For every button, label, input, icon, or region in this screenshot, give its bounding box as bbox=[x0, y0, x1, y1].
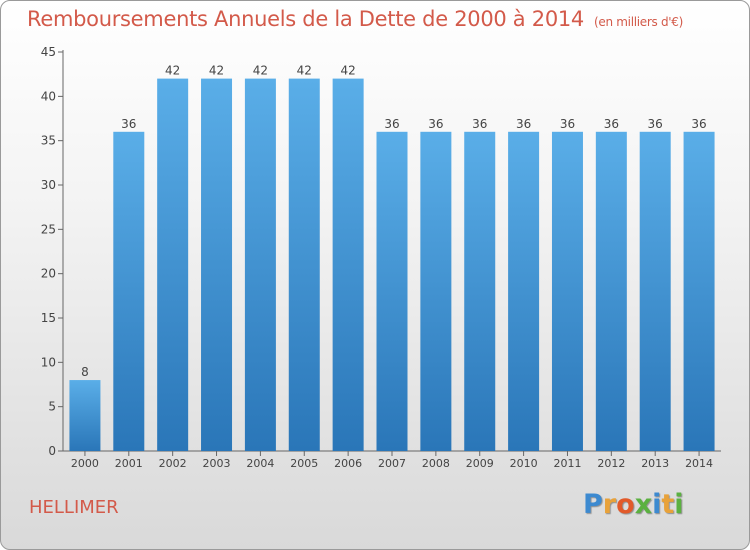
y-tick-label: 35 bbox=[41, 134, 56, 148]
bar bbox=[288, 78, 320, 451]
chart-title-text: Remboursements Annuels de la Dette de 20… bbox=[27, 7, 584, 31]
x-tick-label: 2009 bbox=[466, 457, 494, 470]
x-tick-label: 2007 bbox=[378, 457, 406, 470]
bar-value-label: 36 bbox=[516, 117, 531, 131]
y-tick-label: 10 bbox=[41, 355, 56, 369]
bar bbox=[69, 380, 101, 451]
bar-value-label: 42 bbox=[209, 64, 224, 78]
y-tick-label: 5 bbox=[48, 400, 56, 414]
x-tick-label: 2014 bbox=[685, 457, 713, 470]
x-tick-label: 2013 bbox=[641, 457, 669, 470]
y-tick-label: 15 bbox=[41, 311, 56, 325]
bar-value-label: 36 bbox=[428, 117, 443, 131]
bar bbox=[683, 131, 715, 452]
proxiti-logo: Proxiti bbox=[583, 489, 684, 520]
x-tick-label: 2008 bbox=[422, 457, 450, 470]
bar bbox=[244, 78, 276, 451]
x-tick-label: 2003 bbox=[203, 457, 231, 470]
logo-letter: P bbox=[583, 489, 603, 520]
y-tick-label: 0 bbox=[48, 444, 56, 458]
bar bbox=[113, 131, 145, 452]
bar-value-label: 36 bbox=[560, 117, 575, 131]
y-tick-label: 40 bbox=[41, 89, 56, 103]
logo-letter: i bbox=[674, 489, 684, 520]
chart-unit: (en milliers d'€) bbox=[594, 15, 684, 29]
bar-value-label: 36 bbox=[691, 117, 706, 131]
bar bbox=[376, 131, 408, 452]
bar-value-label: 42 bbox=[297, 64, 312, 78]
bar bbox=[551, 131, 583, 452]
x-tick-label: 2002 bbox=[159, 457, 187, 470]
bar bbox=[420, 131, 452, 452]
x-tick-label: 2006 bbox=[334, 457, 362, 470]
commune-name: HELLIMER bbox=[29, 497, 119, 518]
bar-value-label: 8 bbox=[81, 365, 89, 379]
bar-value-label: 36 bbox=[121, 117, 136, 131]
logo-letter: t bbox=[661, 489, 675, 520]
bar bbox=[508, 131, 540, 452]
bar-value-label: 36 bbox=[472, 117, 487, 131]
x-tick-label: 2005 bbox=[290, 457, 318, 470]
logo-letter: r bbox=[602, 489, 617, 520]
bar bbox=[332, 78, 364, 451]
bar bbox=[464, 131, 496, 452]
bar-value-label: 36 bbox=[604, 117, 619, 131]
x-tick-label: 2010 bbox=[510, 457, 538, 470]
bar bbox=[639, 131, 671, 452]
x-tick-label: 2012 bbox=[597, 457, 625, 470]
bar-value-label: 42 bbox=[253, 64, 268, 78]
y-tick-label: 45 bbox=[41, 45, 56, 59]
chart-title: Remboursements Annuels de la Dette de 20… bbox=[27, 7, 683, 31]
bar-value-label: 42 bbox=[165, 64, 180, 78]
bar-value-label: 36 bbox=[384, 117, 399, 131]
logo-letter: x bbox=[634, 489, 653, 520]
bar bbox=[595, 131, 627, 452]
x-tick-label: 2004 bbox=[246, 457, 274, 470]
x-tick-label: 2001 bbox=[115, 457, 143, 470]
y-tick-label: 20 bbox=[41, 267, 56, 281]
y-tick-label: 25 bbox=[41, 222, 56, 236]
y-tick-label: 30 bbox=[41, 178, 56, 192]
logo-letter: i bbox=[652, 489, 662, 520]
bar-value-label: 36 bbox=[648, 117, 663, 131]
bar bbox=[201, 78, 233, 451]
logo-letter: o bbox=[616, 489, 635, 520]
x-tick-label: 2000 bbox=[71, 457, 99, 470]
x-tick-label: 2011 bbox=[553, 457, 581, 470]
bar-value-label: 42 bbox=[340, 64, 355, 78]
bar bbox=[157, 78, 189, 451]
